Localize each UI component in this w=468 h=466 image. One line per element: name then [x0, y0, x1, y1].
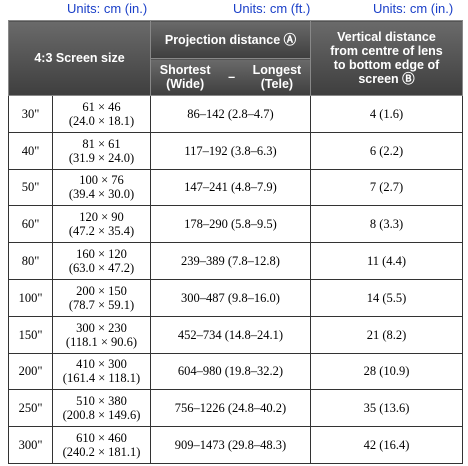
projection-distance: 604–980 (19.8–32.2)	[150, 352, 311, 391]
screen-dimensions: 610 × 460 (240.2 × 181.1)	[52, 426, 151, 464]
vertical-distance: 4 (1.6)	[310, 95, 463, 133]
dimensions-cm: 120 × 90	[79, 210, 124, 225]
table-row: 60" 120 × 90 (47.2 × 35.4) 178–290 (5.8–9.5…	[8, 205, 463, 244]
dimensions-in: (47.2 × 35.4)	[68, 224, 135, 239]
dimensions-in: (161.4 × 118.1)	[62, 371, 141, 386]
screen-size: 150"	[8, 315, 53, 354]
header-line: screen Ⓑ	[358, 72, 415, 86]
table: 4:3 Screen size Projection distance Ⓐ Ve…	[8, 20, 463, 464]
screen-size: 40"	[8, 131, 53, 170]
dimensions-cm: 610 × 460	[76, 431, 127, 446]
screen-dimensions: 61 × 46 (24.0 × 18.1)	[52, 95, 151, 133]
screen-size: 60"	[8, 205, 53, 244]
screen-size: 30"	[8, 95, 53, 133]
vertical-distance: 8 (3.3)	[310, 205, 463, 244]
dimensions-in: (240.2 × 181.1)	[62, 445, 141, 460]
screen-size: 250"	[8, 389, 53, 428]
projection-distance: 178–290 (5.8–9.5)	[150, 205, 311, 244]
screen-size: 200"	[8, 352, 53, 391]
dimensions-in: (118.1 × 90.6)	[65, 334, 138, 349]
table-row: 80" 160 × 120 (63.0 × 47.2) 239–389 (7.8–12…	[8, 242, 463, 280]
header-cell: Projection distance Ⓐ	[150, 20, 311, 59]
screen-dimensions: 120 × 90 (47.2 × 35.4)	[52, 205, 151, 244]
projection-distance: 239–389 (7.8–12.8)	[150, 242, 311, 280]
dimensions-cm: 200 × 150	[76, 283, 127, 298]
projection-distance: 117–192 (3.8–6.3)	[150, 131, 311, 170]
dimensions-cm: 300 × 230	[76, 320, 127, 335]
header-line: Vertical distance	[337, 30, 436, 44]
header-cell: Shortest (Wide) – Longest (Tele)	[150, 58, 311, 96]
vertical-distance: 11 (4.4)	[310, 242, 463, 280]
screen-size: 300"	[8, 426, 53, 464]
header-dash: –	[228, 70, 236, 84]
header-line: Longest	[252, 63, 302, 77]
dimensions-in: (78.7 × 59.1)	[68, 297, 135, 312]
dimensions-in: (39.4 × 30.0)	[68, 187, 135, 202]
header-line: (Tele)	[260, 77, 294, 91]
header-line: from centre of lens	[330, 44, 443, 58]
screen-dimensions: 410 × 300 (161.4 × 118.1)	[52, 352, 151, 391]
header-cell: 4:3 Screen size	[8, 20, 151, 96]
table-row: 50" 100 × 76 (39.4 × 30.0) 147–241 (4.8–7.9…	[8, 168, 463, 207]
header-line: to bottom edge of	[333, 58, 440, 72]
table-row: 300" 610 × 460 (240.2 × 181.1) 909–1473 (29…	[8, 426, 463, 464]
dimensions-in: (200.8 × 149.6)	[62, 408, 141, 423]
projection-distance: 86–142 (2.8–4.7)	[150, 95, 311, 133]
unit-label: Units: cm (in.)	[373, 1, 454, 16]
table-row: 150" 300 × 230 (118.1 × 90.6) 452–734 (14.8…	[8, 315, 463, 354]
screen-dimensions: 510 × 380 (200.8 × 149.6)	[52, 389, 151, 428]
dimensions-cm: 100 × 76	[79, 173, 124, 188]
table-row: 250" 510 × 380 (200.8 × 149.6) 756–1226 (24…	[8, 389, 463, 428]
projection-distance: 452–734 (14.8–24.1)	[150, 315, 311, 354]
screen-dimensions: 81 × 61 (31.9 × 24.0)	[52, 131, 151, 170]
screen-dimensions: 300 × 230 (118.1 × 90.6)	[52, 315, 151, 354]
projection-distance: 300–487 (9.8–16.0)	[150, 278, 311, 317]
dimensions-cm: 81 × 61	[82, 136, 121, 151]
unit-label: Units: cm (ft.)	[233, 1, 311, 16]
vertical-distance: 35 (13.6)	[310, 389, 463, 428]
dimensions-in: (63.0 × 47.2)	[68, 261, 135, 276]
vertical-distance: 14 (5.5)	[310, 278, 463, 317]
unit-label: Units: cm (in.)	[67, 1, 148, 16]
projection-distance: 756–1226 (24.8–40.2)	[150, 389, 311, 428]
header-line: (Wide)	[166, 77, 205, 91]
vertical-distance: 28 (10.9)	[310, 352, 463, 391]
screen-dimensions: 100 × 76 (39.4 × 30.0)	[52, 168, 151, 207]
screen-size: 100"	[8, 278, 53, 317]
dimensions-in: (31.9 × 24.0)	[68, 150, 135, 165]
table-row: 30" 61 × 46 (24.0 × 18.1) 86–142 (2.8–4.7) 4…	[8, 95, 463, 133]
dimensions-cm: 61 × 46	[82, 99, 121, 114]
vertical-distance: 7 (2.7)	[310, 168, 463, 207]
table-row: 200" 410 × 300 (161.4 × 118.1) 604–980 (19.…	[8, 352, 463, 391]
vertical-distance: 6 (2.2)	[310, 131, 463, 170]
projection-distance: 147–241 (4.8–7.9)	[150, 168, 311, 207]
dimensions-in: (24.0 × 18.1)	[68, 113, 135, 128]
vertical-distance: 21 (8.2)	[310, 315, 463, 354]
dimensions-cm: 160 × 120	[76, 247, 127, 262]
projection-distance: 909–1473 (29.8–48.3)	[150, 426, 311, 464]
table-row: 40" 81 × 61 (31.9 × 24.0) 117–192 (3.8–6.3)…	[8, 131, 463, 170]
screen-size: 80"	[8, 242, 53, 280]
table-row: 100" 200 × 150 (78.7 × 59.1) 300–487 (9.8–1…	[8, 278, 463, 317]
screen-dimensions: 200 × 150 (78.7 × 59.1)	[52, 278, 151, 317]
header-cell: Vertical distance from centre of lens to…	[310, 20, 463, 96]
dimensions-cm: 410 × 300	[76, 357, 127, 372]
header-line: Shortest	[159, 63, 211, 77]
vertical-distance: 42 (16.4)	[310, 426, 463, 464]
dimensions-cm: 510 × 380	[76, 394, 127, 409]
screen-dimensions: 160 × 120 (63.0 × 47.2)	[52, 242, 151, 280]
screen-size: 50"	[8, 168, 53, 207]
table-body: 30" 61 × 46 (24.0 × 18.1) 86–142 (2.8–4.7) 4…	[8, 95, 463, 464]
